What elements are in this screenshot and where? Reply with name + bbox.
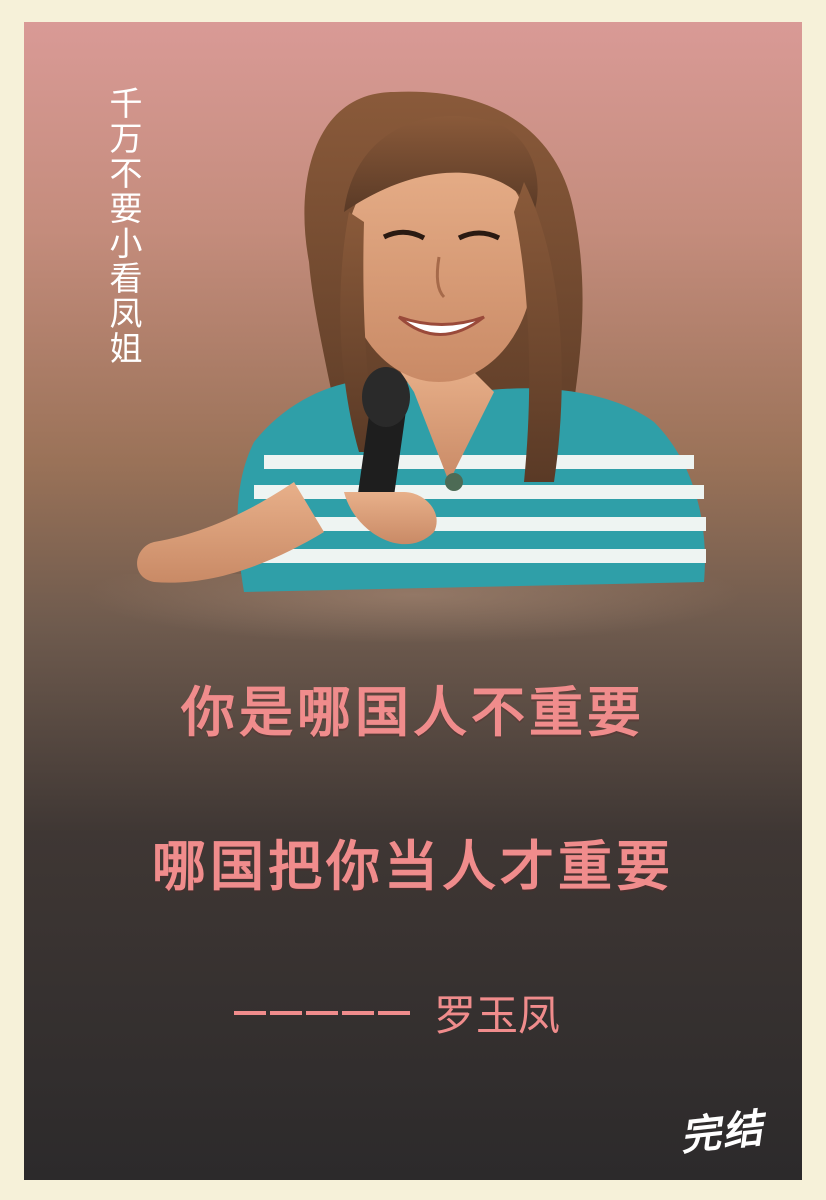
quote-line-1: 你是哪国人不重要	[181, 681, 645, 744]
attribution: 罗玉凤	[234, 982, 634, 1043]
side-caption: 千万不要小看凤姐	[104, 86, 143, 366]
attribution-name: 罗玉凤	[434, 991, 561, 1040]
dash-line	[234, 1010, 414, 1015]
quote-line-2: 哪国把你当人才重要	[152, 835, 674, 898]
microphone-icon	[357, 367, 410, 513]
woman-portrait	[137, 91, 706, 592]
poster: 千万不要小看凤姐 你是哪国人不重要 哪国把你当人才重要 罗玉凤 完结	[24, 22, 802, 1180]
end-mark: 完结	[678, 1104, 767, 1161]
